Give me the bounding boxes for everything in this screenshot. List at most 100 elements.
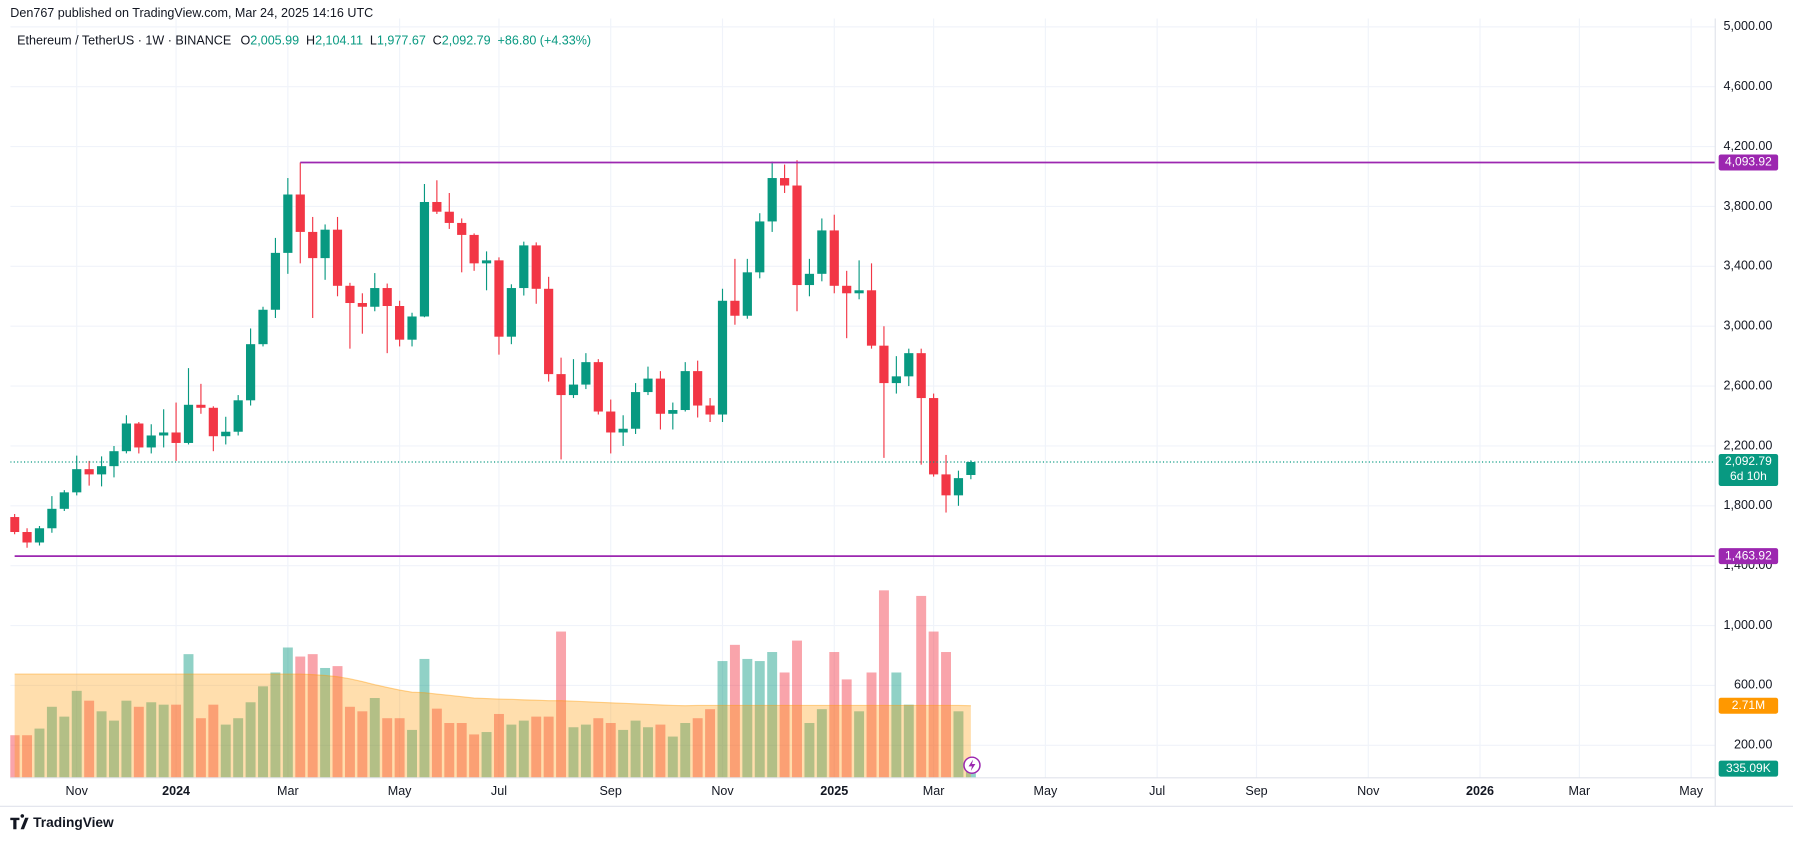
candle-body <box>196 404 206 408</box>
volume-bar <box>556 631 567 778</box>
volume-bar <box>96 711 107 778</box>
candle-body <box>432 201 442 212</box>
x-tick-label: May <box>1679 784 1703 798</box>
candle-body <box>730 300 740 316</box>
candle-body <box>643 378 653 393</box>
candle-body <box>655 378 666 414</box>
candle-body <box>494 260 504 337</box>
volume-bar <box>916 595 927 778</box>
candle-body <box>705 405 715 415</box>
x-tick-label: Jul <box>491 784 507 798</box>
volume-bar <box>779 672 790 778</box>
volume-bar <box>841 679 852 778</box>
volume-bar <box>767 652 778 778</box>
volume-ma-label-box <box>1718 697 1779 714</box>
x-tick-label: Nov <box>711 784 734 798</box>
hline-label-box <box>1718 154 1779 171</box>
hline-label: 1,463.92 <box>1725 548 1772 562</box>
candle-body <box>519 245 529 289</box>
volume-bar <box>307 654 318 778</box>
icon-bolt <box>968 759 976 771</box>
x-tick-label: 2024 <box>162 784 190 798</box>
candle-body <box>879 345 889 384</box>
y-tick-label: 3,400.00 <box>1724 259 1773 273</box>
volume-bar <box>183 654 194 778</box>
volume-bar <box>543 716 554 778</box>
candle-body <box>146 435 156 448</box>
volume-bar <box>22 735 33 778</box>
legend: Ethereum / TetherUS · 1W · BINANCE O2,00… <box>17 34 591 48</box>
candle-body <box>22 532 32 543</box>
volume-bar <box>208 704 219 778</box>
y-tick-label: 1,800.00 <box>1724 498 1773 512</box>
candle-body <box>34 528 45 543</box>
volume-bar <box>618 729 629 778</box>
volume-bar <box>891 672 902 778</box>
candle-body <box>568 384 579 396</box>
legend-value: 2,005.99 <box>250 34 299 48</box>
volume-bar <box>941 652 952 778</box>
candle-body <box>531 245 541 289</box>
volume-bar <box>506 724 517 778</box>
y-tick-label: 4,600.00 <box>1724 79 1773 93</box>
legend-change: +86.80 (+4.33%) <box>498 34 592 48</box>
volume-bar <box>456 723 467 778</box>
y-tick-label: 2,200.00 <box>1724 438 1773 452</box>
volume-bar <box>953 711 964 778</box>
published-note: Den767 published on TradingView.com, Mar… <box>10 6 373 20</box>
volume-bar <box>928 631 939 778</box>
volume-bar <box>655 724 666 778</box>
legend-key: L <box>370 34 377 48</box>
volume-label: 335.09K <box>1726 761 1771 775</box>
candle-body <box>817 230 827 274</box>
x-tick-label: May <box>1034 784 1058 798</box>
candle-body <box>693 371 703 406</box>
footer-brand: TradingView <box>10 814 114 830</box>
volume-bar <box>195 718 206 778</box>
brand-name: TradingView <box>33 815 114 830</box>
candle-body <box>233 400 243 432</box>
x-tick-label: Jul <box>1149 784 1165 798</box>
legend-value: 2,092.79 <box>442 34 491 48</box>
candle-body <box>345 285 355 304</box>
volume-label-box <box>1718 760 1779 777</box>
lightning-icon[interactable] <box>963 756 981 774</box>
candle-body <box>258 309 268 345</box>
volume-bar <box>667 736 678 778</box>
volume-pane <box>10 590 976 778</box>
candle-body <box>419 201 430 317</box>
legend-symbol: Ethereum / TetherUS · 1W · BINANCE <box>17 34 231 48</box>
volume-bar <box>270 672 281 778</box>
x-tick-label: 2026 <box>1466 784 1494 798</box>
x-tick-label: Sep <box>600 784 622 798</box>
volume-bar <box>146 702 157 778</box>
price-axis: 200.00600.001,000.001,400.001,800.002,20… <box>1724 19 1773 751</box>
candle-body <box>929 398 939 475</box>
volume-bar <box>792 640 802 778</box>
candle-body <box>47 508 57 529</box>
volume-bar <box>171 704 182 778</box>
candle-body <box>320 229 330 259</box>
volume-bar <box>10 735 20 778</box>
x-tick-label: Nov <box>66 784 89 798</box>
volume-bar <box>816 709 827 778</box>
volume-bar <box>382 718 393 778</box>
candle-body <box>295 194 305 232</box>
candle-body <box>357 303 367 307</box>
candle-body <box>618 428 628 433</box>
price-lines <box>10 161 1716 558</box>
volume-bar <box>295 656 306 778</box>
volume-bar <box>444 723 455 778</box>
candle-body <box>457 222 467 235</box>
candle-body <box>283 194 293 253</box>
candle-body <box>916 353 926 399</box>
candle-body <box>407 316 417 340</box>
volume-bar <box>705 709 716 778</box>
volume-bar <box>282 647 293 778</box>
last-price-label-extra: 6d 10h <box>1730 469 1767 483</box>
volume-bar <box>121 700 132 778</box>
volume-bar <box>804 723 815 778</box>
